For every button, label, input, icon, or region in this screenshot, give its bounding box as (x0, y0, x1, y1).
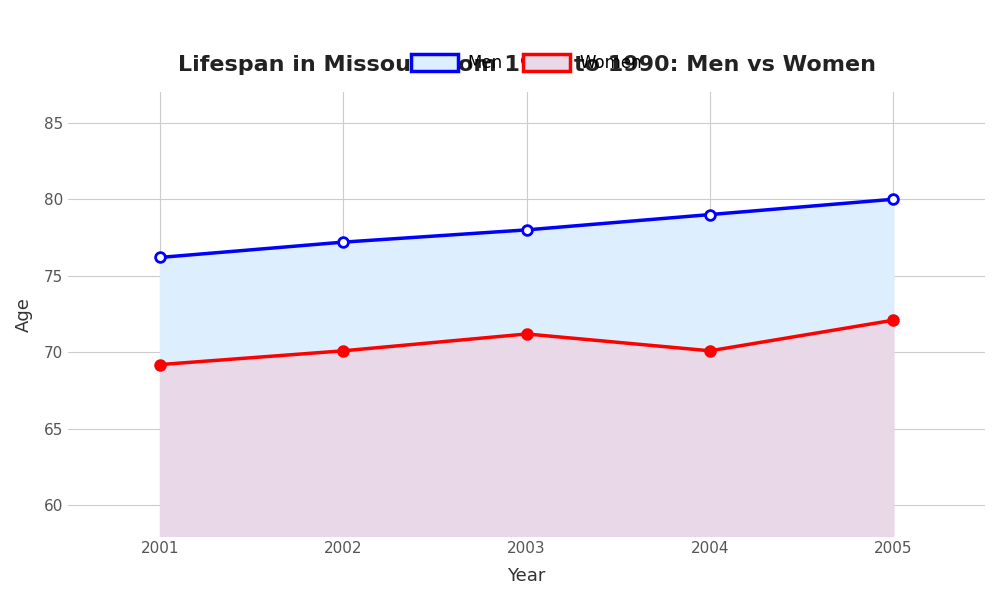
Women (154, 361, 166, 368)
Men (521, 226, 533, 233)
Women (337, 347, 349, 355)
Y-axis label: Age: Age (15, 296, 33, 332)
Women (704, 347, 716, 355)
Men (887, 196, 899, 203)
Women (887, 317, 899, 324)
Men (704, 211, 716, 218)
X-axis label: Year: Year (507, 567, 546, 585)
Line: Men: Men (155, 194, 898, 262)
Legend: Men, Women: Men, Women (404, 47, 649, 79)
Men (154, 254, 166, 261)
Men (337, 239, 349, 246)
Line: Women: Women (155, 316, 898, 370)
Women (521, 331, 533, 338)
Title: Lifespan in Missouri from 1966 to 1990: Men vs Women: Lifespan in Missouri from 1966 to 1990: … (178, 55, 876, 75)
